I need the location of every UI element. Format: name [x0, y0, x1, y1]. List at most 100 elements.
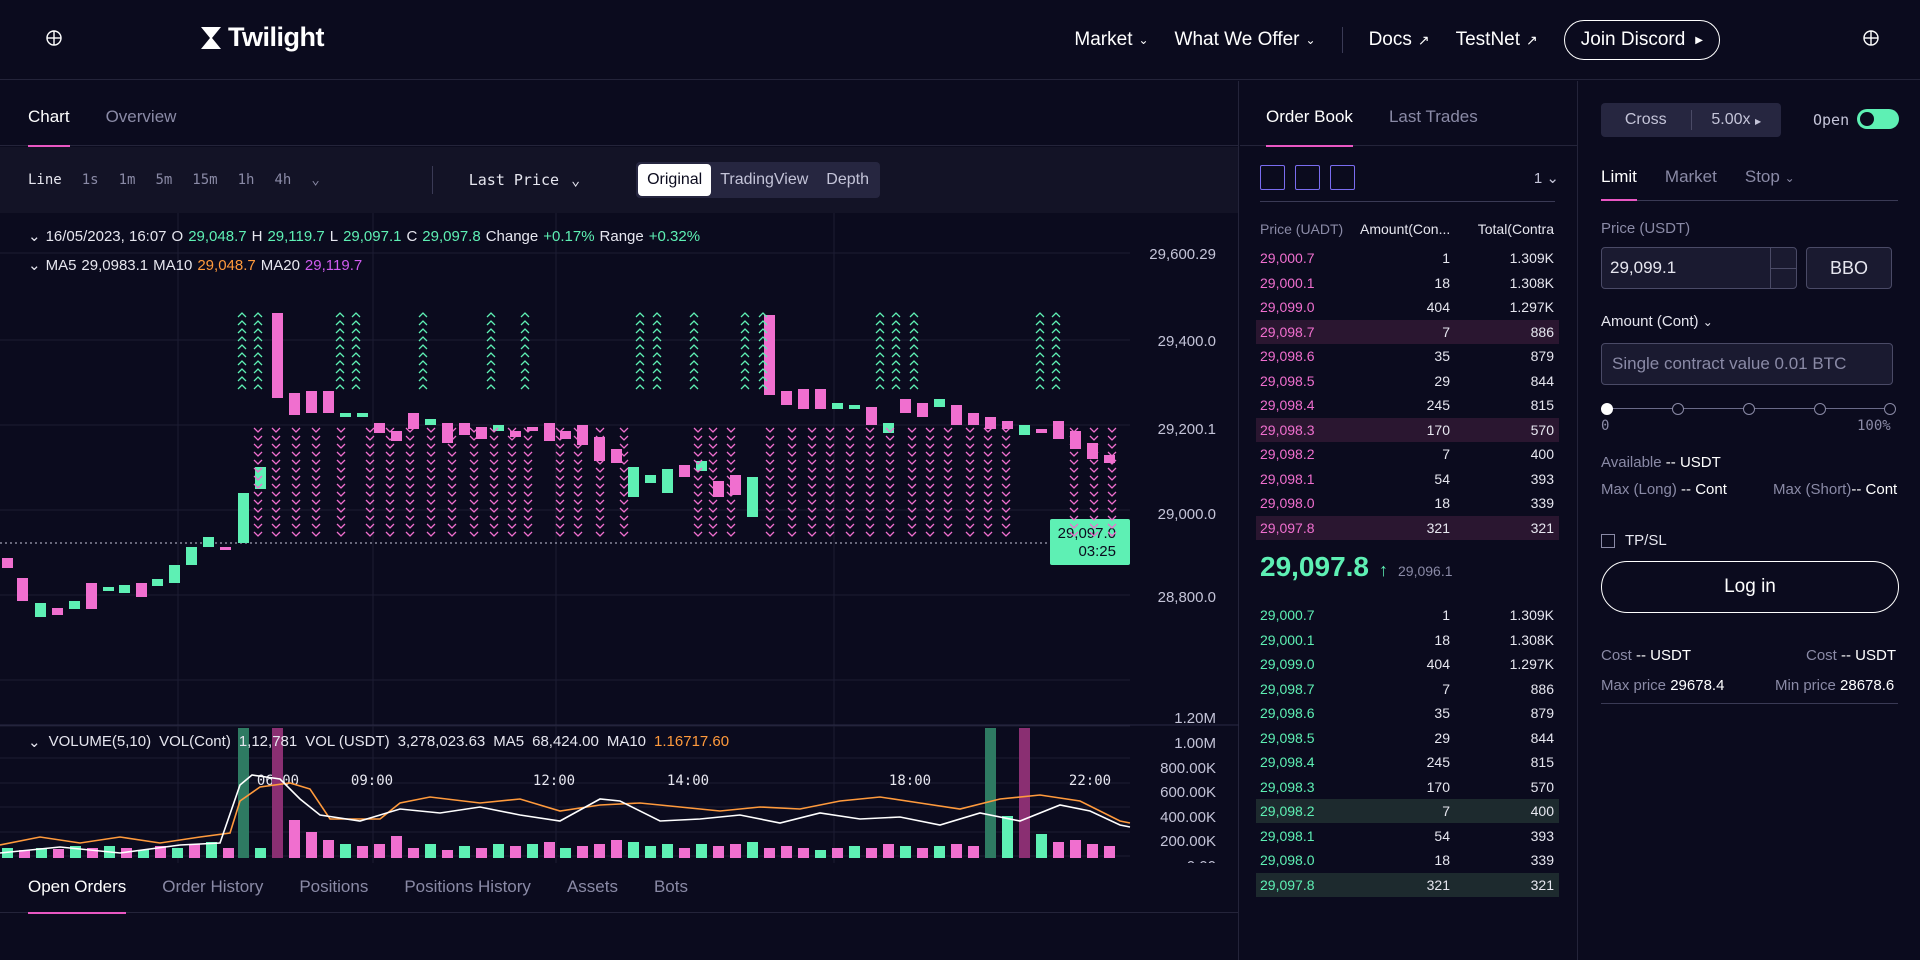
amount-select[interactable]: Amount (Cont) ⌄	[1601, 313, 1713, 330]
checkbox-icon[interactable]	[1601, 533, 1615, 548]
chevron-marker	[965, 523, 975, 529]
view-tradingview[interactable]: TradingView	[720, 171, 809, 188]
chevron-marker	[418, 344, 428, 350]
tab-positions-history[interactable]: Positions History	[404, 877, 531, 896]
tab-order-book[interactable]: Order Book	[1266, 81, 1353, 147]
ask-row[interactable]: 29,098.0 18 339	[1256, 491, 1559, 515]
bid-row[interactable]: 29,098.5 29 844	[1256, 726, 1559, 750]
chevron-marker	[507, 491, 517, 497]
tab-limit[interactable]: Limit	[1601, 167, 1637, 201]
price-stepper[interactable]	[1770, 248, 1796, 288]
interval-1h[interactable]: 1h	[237, 172, 255, 188]
tab-stop[interactable]: Stop ⌄	[1745, 167, 1795, 200]
tpsl-checkbox[interactable]: TP/SL	[1601, 532, 1667, 549]
join-discord-button[interactable]: Join Discord ▶	[1563, 20, 1720, 60]
interval-5m[interactable]: 5m	[155, 172, 173, 188]
slider-stop-75[interactable]	[1814, 403, 1826, 415]
tab-order-history[interactable]: Order History	[162, 877, 264, 896]
tab-overview[interactable]: Overview	[105, 107, 177, 126]
bid-row[interactable]: 29,000.1 18 1.308K	[1256, 628, 1559, 652]
interval-15m[interactable]: 15m	[192, 172, 218, 188]
ask-row[interactable]: 29,000.7 1 1.309K	[1256, 246, 1559, 270]
chevron-down-icon[interactable]: ⌄	[28, 257, 41, 274]
chevron-marker	[845, 515, 855, 521]
slider-stop-0[interactable]	[1601, 403, 1613, 415]
ask-row[interactable]: 29,098.7 7 886	[1256, 319, 1559, 344]
slider-stop-50[interactable]	[1743, 403, 1755, 415]
bid-row[interactable]: 29,098.1 54 393	[1256, 824, 1559, 848]
candlestick-chart[interactable]: 29,600.29 29,400.0 29,200.1 29,000.0 28,800.…	[0, 213, 1239, 875]
bbo-button[interactable]: BBO	[1806, 247, 1892, 289]
last-price-select[interactable]: Last Price ⌄	[469, 171, 580, 189]
chevron-marker	[1051, 344, 1061, 350]
bid-row[interactable]: 29,099.0 404 1.297K	[1256, 652, 1559, 676]
logo[interactable]: Twilight	[200, 22, 324, 53]
amount-input[interactable]: Single contract value 0.01 BTC	[1601, 343, 1893, 385]
chevron-down-icon[interactable]: ⌄	[28, 734, 41, 751]
ask-row[interactable]: 29,098.5 29 844	[1256, 369, 1559, 393]
ask-row[interactable]: 29,098.3 170 570	[1256, 417, 1559, 442]
ask-row[interactable]: 29,099.0 404 1.297K	[1256, 295, 1559, 319]
nav-testnet[interactable]: TestNet ↗	[1456, 29, 1538, 51]
tab-bots[interactable]: Bots	[653, 877, 688, 896]
nav-market[interactable]: Market ⌄	[1074, 29, 1148, 51]
chevron-marker	[253, 531, 263, 537]
chevron-marker	[693, 491, 703, 497]
bid-row[interactable]: 29,097.8 321 321	[1256, 872, 1559, 897]
ask-row[interactable]: 29,098.6 35 879	[1256, 344, 1559, 368]
asks-only-icon[interactable]	[1330, 165, 1355, 190]
ask-row[interactable]: 29,000.1 18 1.308K	[1256, 271, 1559, 295]
depth-select[interactable]: 1 ⌄	[1534, 169, 1559, 187]
tab-positions[interactable]: Positions	[299, 877, 369, 896]
margin-mode[interactable]: Cross	[1624, 111, 1667, 128]
chevron-marker	[523, 427, 533, 433]
margin-selector[interactable]: Cross 5.00x ▶	[1601, 103, 1781, 137]
bid-row[interactable]: 29,098.2 7 400	[1256, 799, 1559, 823]
ask-row[interactable]: 29,098.1 54 393	[1256, 467, 1559, 491]
nav-what-we-offer[interactable]: What We Offer ⌄	[1175, 29, 1316, 51]
chart-area[interactable]: 29,600.29 29,400.0 29,200.1 29,000.0 28,800.…	[0, 213, 1239, 875]
view-original[interactable]: Original	[638, 164, 712, 196]
chevron-marker	[907, 491, 917, 497]
tab-market[interactable]: Market	[1664, 167, 1717, 186]
amount-slider[interactable]	[1601, 403, 1896, 415]
chevron-marker	[418, 352, 428, 358]
chevron-marker	[1051, 376, 1061, 382]
tab-last-trades[interactable]: Last Trades	[1388, 107, 1478, 126]
ask-row[interactable]: 29,098.4 245 815	[1256, 393, 1559, 417]
interval-1m[interactable]: 1m	[118, 172, 136, 188]
ask-row[interactable]: 29,097.8 321 321	[1256, 515, 1559, 540]
bid-row[interactable]: 29,098.4 245 815	[1256, 750, 1559, 774]
chevron-marker	[507, 483, 517, 489]
nav-docs[interactable]: Docs ↗	[1369, 29, 1430, 51]
login-button[interactable]: Log in	[1601, 561, 1899, 613]
price-input[interactable]: 29,099.1	[1601, 247, 1797, 289]
bid-row[interactable]: 29,098.3 170 570	[1256, 775, 1559, 799]
view-depth[interactable]: Depth	[826, 171, 869, 188]
open-toggle[interactable]	[1857, 109, 1899, 129]
slider-stop-100[interactable]	[1884, 403, 1896, 415]
chevron-down-icon[interactable]: ⌄	[28, 228, 41, 245]
bid-row[interactable]: 29,098.6 35 879	[1256, 701, 1559, 725]
bid-row[interactable]: 29,000.7 1 1.309K	[1256, 603, 1559, 627]
tab-open-orders[interactable]: Open Orders	[28, 863, 127, 914]
chevron-marker	[311, 459, 321, 465]
ask-row[interactable]: 29,098.2 7 400	[1256, 442, 1559, 466]
chevron-marker	[726, 515, 736, 521]
bid-row[interactable]: 29,098.0 18 339	[1256, 848, 1559, 872]
chevron-marker	[891, 320, 901, 326]
globe-icon[interactable]	[1861, 28, 1881, 48]
both-sides-icon[interactable]	[1260, 165, 1285, 190]
tab-assets[interactable]: Assets	[566, 877, 618, 896]
time-axis-label: 09:00	[351, 773, 393, 789]
leverage[interactable]: 5.00x ▶	[1692, 111, 1782, 129]
slider-stop-25[interactable]	[1672, 403, 1684, 415]
tab-chart[interactable]: Chart	[28, 81, 70, 147]
interval-1s[interactable]: 1s	[81, 172, 99, 188]
interval-4h[interactable]: 4h	[274, 172, 292, 188]
chevron-down-icon[interactable]: ⌄	[311, 172, 320, 188]
bid-row[interactable]: 29,098.7 7 886	[1256, 677, 1559, 701]
globe-icon[interactable]	[44, 28, 64, 48]
line-toggle[interactable]: Line	[28, 172, 62, 188]
bids-only-icon[interactable]	[1295, 165, 1320, 190]
